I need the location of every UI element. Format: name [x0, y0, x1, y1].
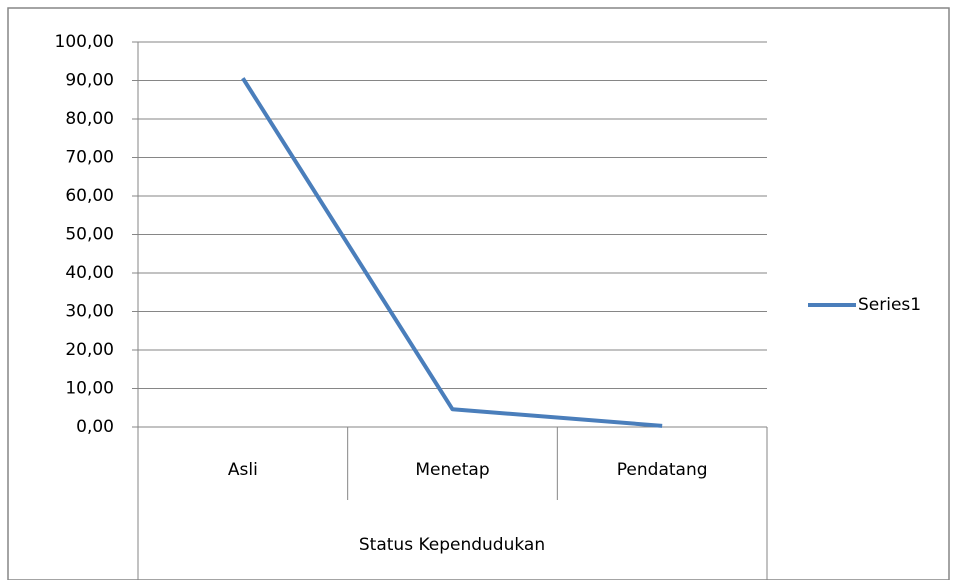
y-tick-label: 50,00 — [65, 225, 114, 245]
y-tick-label: 40,00 — [65, 263, 114, 283]
y-tick-label: 60,00 — [65, 186, 114, 206]
y-tick-label: 10,00 — [65, 379, 114, 399]
x-tick-label: Asli — [228, 460, 258, 480]
chart-border — [7, 7, 950, 580]
y-tick-label: 0,00 — [76, 417, 114, 437]
x-tick-label: Pendatang — [617, 460, 708, 480]
y-tick-label: 20,00 — [65, 340, 114, 360]
series-line — [241, 77, 663, 428]
y-tick-label: 80,00 — [65, 109, 114, 129]
y-tick-label: 90,00 — [65, 71, 114, 91]
y-tick-label: 100,00 — [55, 32, 114, 52]
x-axis-label: Status Kependudukan — [359, 535, 545, 555]
y-tick-label: 30,00 — [65, 302, 114, 322]
legend-label: Series1 — [858, 295, 921, 315]
y-tick-label: 70,00 — [65, 148, 114, 168]
x-tick-label: Menetap — [415, 460, 489, 480]
